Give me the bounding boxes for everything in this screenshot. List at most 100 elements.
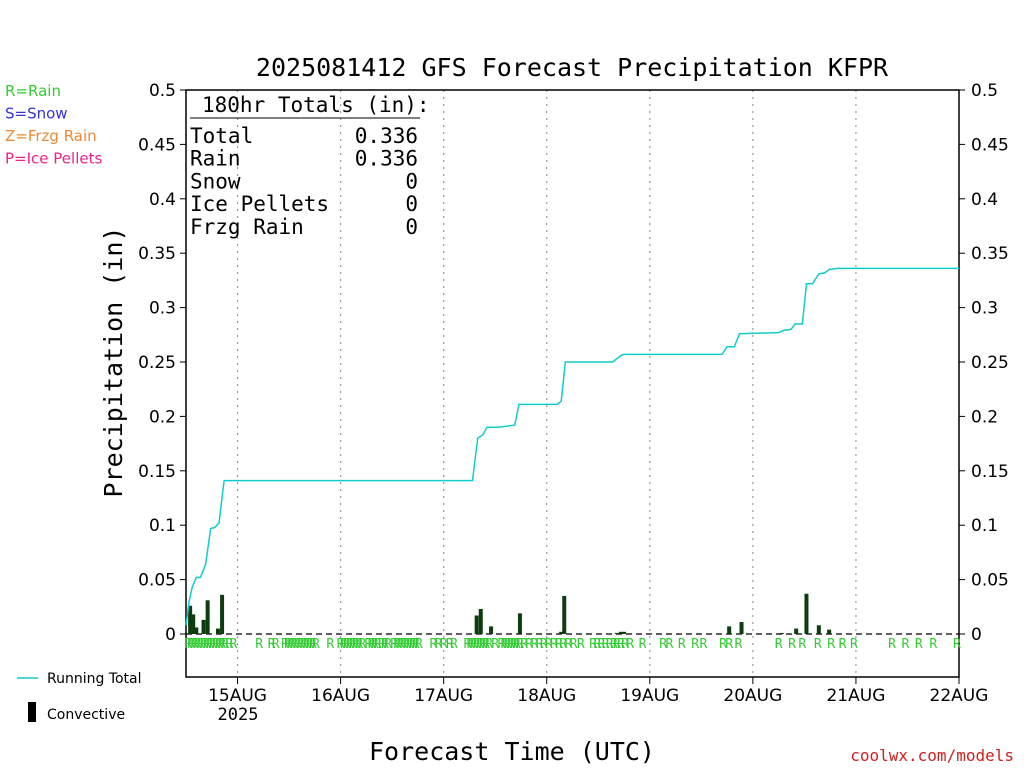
precip-type-marker: R <box>412 637 420 652</box>
precip-type-marker: R <box>510 637 518 652</box>
precip-type-marker: R <box>473 637 481 652</box>
precip-type-marker: R <box>507 637 515 652</box>
precip-type-marker: R <box>659 637 667 652</box>
precip-type-marker: R <box>309 637 317 652</box>
legend-convective-label: Convective <box>47 707 125 723</box>
precip-type-marker: R <box>570 637 578 652</box>
precip-type-marker: R <box>393 637 401 652</box>
precip-type-legend-item: S=Snow <box>5 105 68 123</box>
precip-type-marker: R <box>602 637 610 652</box>
y-tick-label-left: 0.2 <box>149 407 176 427</box>
y-tick-label-right: 0.1 <box>971 516 998 536</box>
precip-type-marker: R <box>365 637 373 652</box>
precip-type-marker: R <box>513 637 521 652</box>
precip-type-marker: R <box>497 637 505 652</box>
precip-type-marker: R <box>520 637 528 652</box>
precip-type-marker: R <box>193 637 201 652</box>
precip-type-marker: R <box>476 637 484 652</box>
y-tick-label-left: 0 <box>165 625 176 645</box>
y-tick-label-right: 0.4 <box>971 190 998 210</box>
precip-type-marker: R <box>953 637 961 652</box>
precip-type-marker: R <box>187 637 195 652</box>
precip-type-marker: R <box>400 637 408 652</box>
precip-type-marker: R <box>406 637 414 652</box>
y-tick-label-right: 0.2 <box>971 407 998 427</box>
precip-type-marker: R <box>440 637 448 652</box>
precip-type-marker: R <box>606 637 614 652</box>
grid-lines <box>236 90 857 677</box>
precip-bar <box>562 595 567 634</box>
precip-type-marker: R <box>699 637 707 652</box>
precip-type-marker: R <box>613 637 621 652</box>
precip-type-marker: R <box>218 637 226 652</box>
precip-type-marker: R <box>293 637 301 652</box>
precip-type-marker: R <box>536 637 544 652</box>
x-tick-label: 15AUG <box>208 686 267 706</box>
y-tick-label-right: 0.35 <box>971 244 1009 264</box>
y-axis-label: Precipitation (in) <box>99 227 128 498</box>
y-tick-label-right: 0.3 <box>971 299 998 319</box>
precip-type-marker: R <box>403 637 411 652</box>
precip-type-legend-item: Z=Frzg Rain <box>5 127 97 145</box>
precip-type-marker: R <box>617 637 625 652</box>
precip-type-marker: R <box>312 637 320 652</box>
y-tick-label-right: 0.5 <box>971 81 998 101</box>
precip-type-marker: R <box>929 637 937 652</box>
totals-row-value: 0 <box>405 169 418 193</box>
precip-type-legend-item: P=Ice Pellets <box>5 150 102 168</box>
precip-type-marker: R <box>206 637 214 652</box>
precip-bar <box>727 626 732 634</box>
precip-bar <box>220 594 225 634</box>
precip-type-marker: R <box>479 637 487 652</box>
precip-type-marker: R <box>530 637 538 652</box>
precip-bar <box>559 631 564 634</box>
y-tick-label-left: 0.3 <box>149 299 176 319</box>
precip-type-marker: R <box>281 637 289 652</box>
precip-type-marker: R <box>184 637 192 652</box>
precip-type-marker: R <box>368 637 376 652</box>
totals-row-value: 0 <box>405 192 418 216</box>
running-total-line <box>185 267 959 626</box>
legend-running-total-label: Running Total <box>47 671 142 687</box>
precip-type-marker: R <box>564 637 572 652</box>
y-tick-label-right: 0.45 <box>971 135 1009 155</box>
precip-type-marker: R <box>901 637 909 652</box>
precip-type-marker: R <box>355 637 363 652</box>
precip-type-marker: R <box>268 637 276 652</box>
precip-type-marker: R <box>691 637 699 652</box>
precip-bar <box>804 593 809 634</box>
precip-type-marker: R <box>735 637 743 652</box>
precip-type-marker: R <box>287 637 295 652</box>
precip-type-marker: R <box>396 637 404 652</box>
precip-type-marker: R <box>197 637 205 652</box>
x-tick-label: 20AUG <box>723 686 782 706</box>
precip-type-marker: R <box>300 637 308 652</box>
precip-type-marker: R <box>504 637 512 652</box>
precip-type-marker: R <box>550 637 558 652</box>
precip-type-marker: R <box>559 637 567 652</box>
precip-type-marker: R <box>296 637 304 652</box>
precip-type-marker: R <box>272 637 280 652</box>
precip-bar <box>205 600 210 634</box>
precip-type-marker: R <box>665 637 673 652</box>
precip-type-marker: R <box>225 637 233 652</box>
precip-type-marker: R <box>839 637 847 652</box>
precip-type-marker: R <box>540 637 548 652</box>
precip-type-marker: R <box>775 637 783 652</box>
precip-type-marker: R <box>725 637 733 652</box>
precip-bar <box>201 619 206 634</box>
precip-type-marker: R <box>371 637 379 652</box>
precip-type-marker: R <box>203 637 211 652</box>
precip-type-marker: R <box>915 637 923 652</box>
credit-link[interactable]: coolwx.com/models <box>850 746 1014 765</box>
precip-type-marker: R <box>209 637 217 652</box>
y-tick-label-left: 0.25 <box>138 353 176 373</box>
precip-bar <box>816 625 821 634</box>
precip-type-marker: R <box>446 637 454 652</box>
y-tick-label-left: 0.4 <box>149 190 176 210</box>
precip-bar <box>827 629 832 634</box>
series-legend: Running Total Convective <box>17 671 142 723</box>
precip-type-marker: R <box>501 637 509 652</box>
totals-row-label: Frzg Rain <box>190 215 304 239</box>
totals-header: 180hr Totals (in): <box>202 93 430 117</box>
